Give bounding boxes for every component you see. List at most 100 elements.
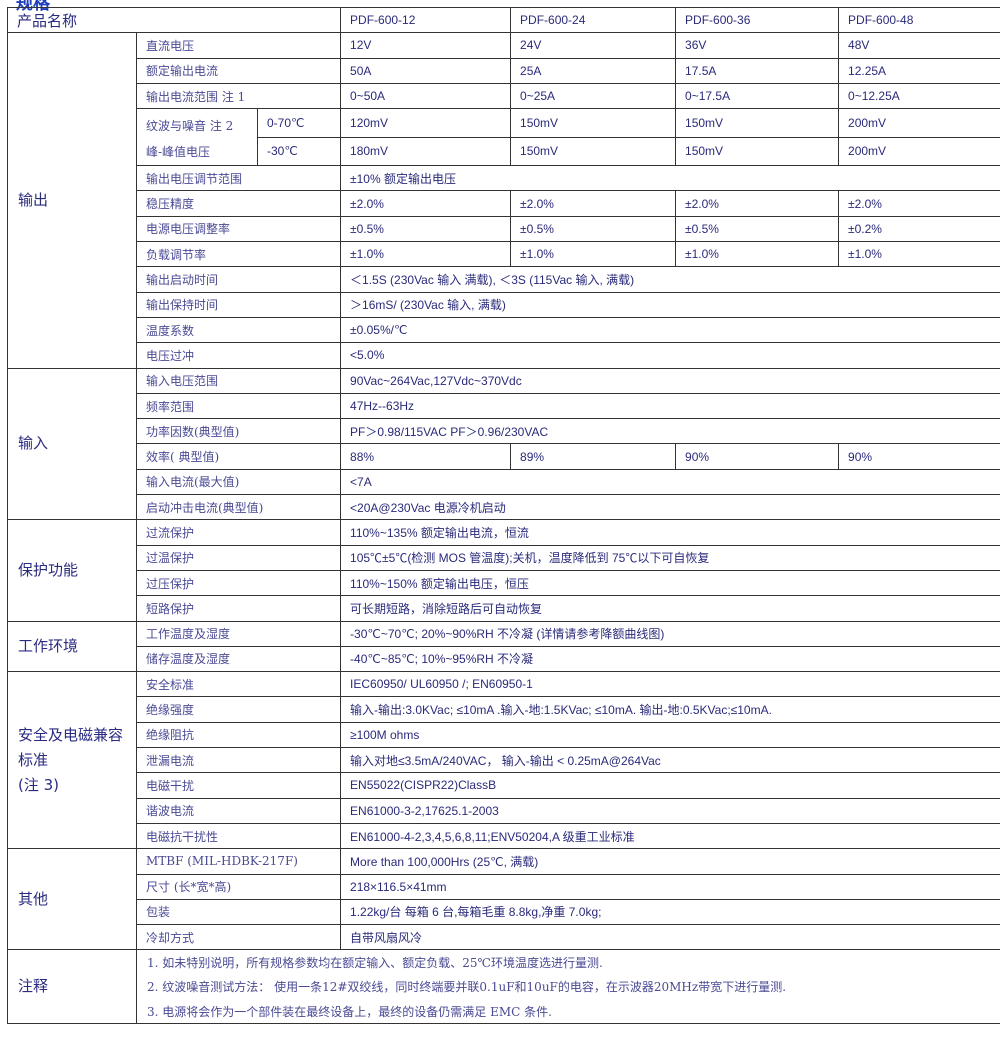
spec-label: 工作温度及湿度 [135, 620, 342, 647]
spec-row: 包装 1.22kg/台 每箱 6 台,每箱毛重 8.8kg,净重 7.0kg; [8, 898, 1000, 926]
spec-label: 安全标准 [135, 671, 342, 698]
spec-value: 48V [838, 32, 1000, 59]
spec-value: 12V [340, 32, 512, 59]
spec-value: 120mV [340, 108, 512, 138]
spec-value: 150mV [675, 108, 840, 138]
spec-label: 输出电压调节范围 [135, 165, 342, 192]
spec-label: 负载调节率 [135, 241, 342, 268]
spec-row: 电磁抗干扰性 EN61000-4-2,3,4,5,6,8,11;ENV50204,… [8, 822, 1000, 850]
spec-value: 0~50A [340, 82, 512, 110]
spec-value: 输入对地≤3.5mA/240VAC， 输入-输出 < 0.25mA@264Vac [340, 747, 1000, 774]
note-row: 注释 1. 如未特别说明，所有规格参数均在额定输入、额定负载、25℃环境温度选进行… [7, 949, 1000, 1025]
spec-label: 效率( 典型值) [135, 443, 342, 470]
spec-value: ±0.5% [675, 215, 840, 243]
spec-value: ±1.0% [675, 241, 840, 268]
spec-value: 150mV [510, 108, 677, 138]
spec-value: ±2.0% [675, 190, 840, 217]
spec-value: ±0.5% [340, 215, 512, 243]
spec-value: 90% [675, 443, 840, 470]
spec-label: 输出启动时间 [135, 266, 342, 293]
group-label: 注释 [7, 949, 137, 1025]
spec-value: 150mV [510, 136, 677, 167]
spec-value: 89% [510, 443, 677, 470]
spec-row: 效率( 典型值) 88% 89% 90% 90% [8, 443, 1000, 470]
spec-row: 输出启动时间 ＜1.5S (230Vac 输入 满载), ＜3S (115Vac … [8, 266, 1000, 293]
spec-value: PF＞0.98/115VAC PF＞0.96/230VAC [340, 418, 1000, 445]
spec-row: 安全及电磁兼容标准 (注 3) 安全标准 IEC60950/ UL60950 /; … [7, 671, 1000, 850]
model-header: PDF-600-48 [838, 6, 1000, 34]
spec-value: -30℃~70℃; 20%~90%RH 不冷凝 (详情请参考降额曲线图) [340, 620, 1000, 647]
model-header: PDF-600-12 [340, 6, 512, 34]
spec-value: EN61000-3-2,17625.1-2003 [340, 797, 1000, 824]
spec-label: 电源电压调整率 [135, 215, 342, 243]
spec-label: 电压过冲 [135, 342, 342, 369]
spec-label: 稳压精度 [135, 190, 342, 217]
spec-value: ±0.05%/℃ [340, 316, 1000, 344]
spec-row: 其他 MTBF (MIL-HDBK-217F) More than 100,000H… [7, 848, 1000, 951]
note-text: 2. 纹波噪音测试方法： 使用一条12#双绞线，同时终端要并联0.1uF和10u… [135, 974, 1000, 999]
spec-row: 绝缘阻抗 ≥100M ohms [8, 721, 1000, 749]
spec-label: 过温保护 [135, 544, 342, 571]
note-text: 3. 电源将会作为一个部件装在最终设备上，最终的设备仍需满足 EMC 条件. [135, 998, 1000, 1025]
spec-row: 输出 直流电压 12V 24V 36V 48V [7, 32, 1000, 369]
spec-label: 绝缘阻抗 [135, 721, 342, 749]
note-text: 1. 如未特别说明，所有规格参数均在额定输入、额定负载、25℃环境温度选进行量测… [135, 949, 1000, 975]
group-label: 输入 [7, 367, 137, 521]
spec-value: ＜1.5S (230Vac 输入 满载), ＜3S (115Vac 输入, 满载… [340, 266, 1000, 293]
spec-table: 产品名称 PDF-600-12 PDF-600-24 PDF-600-36 PD… [6, 6, 1000, 1025]
spec-row: 工作环境 工作温度及湿度 -30℃~70℃; 20%~90%RH 不冷凝 (详情请参… [7, 620, 1000, 673]
spec-row: 电磁干扰 EN55022(CISPR22)ClassB [8, 772, 1000, 799]
note-row: 3. 电源将会作为一个部件装在最终设备上，最终的设备仍需满足 EMC 条件. [8, 998, 1000, 1025]
spec-value: EN55022(CISPR22)ClassB [340, 772, 1000, 799]
spec-value: 88% [340, 443, 512, 470]
spec-label: 功率因数(典型值) [135, 418, 342, 445]
spec-row: 额定输出电流 50A 25A 17.5A 12.25A [8, 57, 1000, 84]
spec-value: 218×116.5×41mm [340, 873, 1000, 900]
note-row: 2. 纹波噪音测试方法： 使用一条12#双绞线，同时终端要并联0.1uF和10u… [8, 974, 1000, 999]
spec-value: 50A [340, 57, 512, 84]
spec-value: 36V [675, 32, 840, 59]
spec-value: 150mV [675, 136, 840, 167]
spec-value: 25A [510, 57, 677, 84]
product-name-header: 产品名称 [6, 6, 342, 34]
spec-row: 输出电流范围 注 1 0~50A 0~25A 0~17.5A 0~12.25A [8, 82, 1000, 110]
spec-row: 负载调节率 ±1.0% ±1.0% ±1.0% ±1.0% [8, 241, 1000, 268]
spec-row: 输入电流(最大值) <7A [8, 468, 1000, 496]
spec-value: ±2.0% [838, 190, 1000, 217]
spec-label: 储存温度及湿度 [135, 645, 342, 673]
spec-row: 启动冲击电流(典型值) <20A@230Vac 电源冷机启动 [8, 494, 1000, 521]
temperature-condition: 0-70℃ [256, 108, 342, 138]
spec-value: <7A [340, 468, 1000, 496]
spec-label: 输出保持时间 [135, 291, 342, 318]
temperature-condition: -30℃ [256, 136, 342, 167]
spec-value: EN61000-4-2,3,4,5,6,8,11;ENV50204,A 级重工业… [340, 822, 1000, 850]
spec-label: 过流保护 [135, 519, 342, 546]
spec-value: 110%~150% 额定输出电压，恒压 [340, 569, 1000, 597]
spec-label: MTBF (MIL-HDBK-217F) [135, 848, 342, 875]
group-label: 安全及电磁兼容标准 (注 3) [7, 671, 137, 850]
spec-value: ±0.2% [838, 215, 1000, 243]
spec-value: -40℃~85℃; 10%~95%RH 不冷凝 [340, 645, 1000, 673]
spec-value: 输入-输出:3.0KVac; ≤10mA .输入-地:1.5KVac; ≤10m… [340, 696, 1000, 723]
spec-value: 90% [838, 443, 1000, 470]
spec-row: 频率范围 47Hz--63Hz [8, 392, 1000, 420]
spec-value: ±2.0% [510, 190, 677, 217]
spec-row: 过温保护 105℃±5℃(检测 MOS 管温度);关机，温度降低到 75℃以下可自… [8, 544, 1000, 571]
spec-value: 自带风扇风冷 [340, 924, 1000, 951]
spec-label: 短路保护 [135, 595, 342, 622]
spec-value: ±10% 额定输出电压 [340, 165, 1000, 192]
spec-row: 过压保护 110%~150% 额定输出电压，恒压 [8, 569, 1000, 597]
spec-value: ±2.0% [340, 190, 512, 217]
spec-value: 180mV [340, 136, 512, 167]
spec-label: 额定输出电流 [135, 57, 342, 84]
spec-row: 电源电压调整率 ±0.5% ±0.5% ±0.5% ±0.2% [8, 215, 1000, 243]
spec-value: 可长期短路，消除短路后可自动恢复 [340, 595, 1000, 622]
spec-row: 谐波电流 EN61000-3-2,17625.1-2003 [8, 797, 1000, 824]
spec-label: 尺寸 (长*宽*高) [135, 873, 342, 900]
spec-value: 110%~135% 额定输出电流，恒流 [340, 519, 1000, 546]
spec-value: 47Hz--63Hz [340, 392, 1000, 420]
spec-value: 200mV [838, 108, 1000, 138]
spec-row: 功率因数(典型值) PF＞0.98/115VAC PF＞0.96/230VAC [8, 418, 1000, 445]
spec-row: 保护功能 过流保护 110%~135% 额定输出电流，恒流 [7, 519, 1000, 622]
spec-value: 0~17.5A [675, 82, 840, 110]
